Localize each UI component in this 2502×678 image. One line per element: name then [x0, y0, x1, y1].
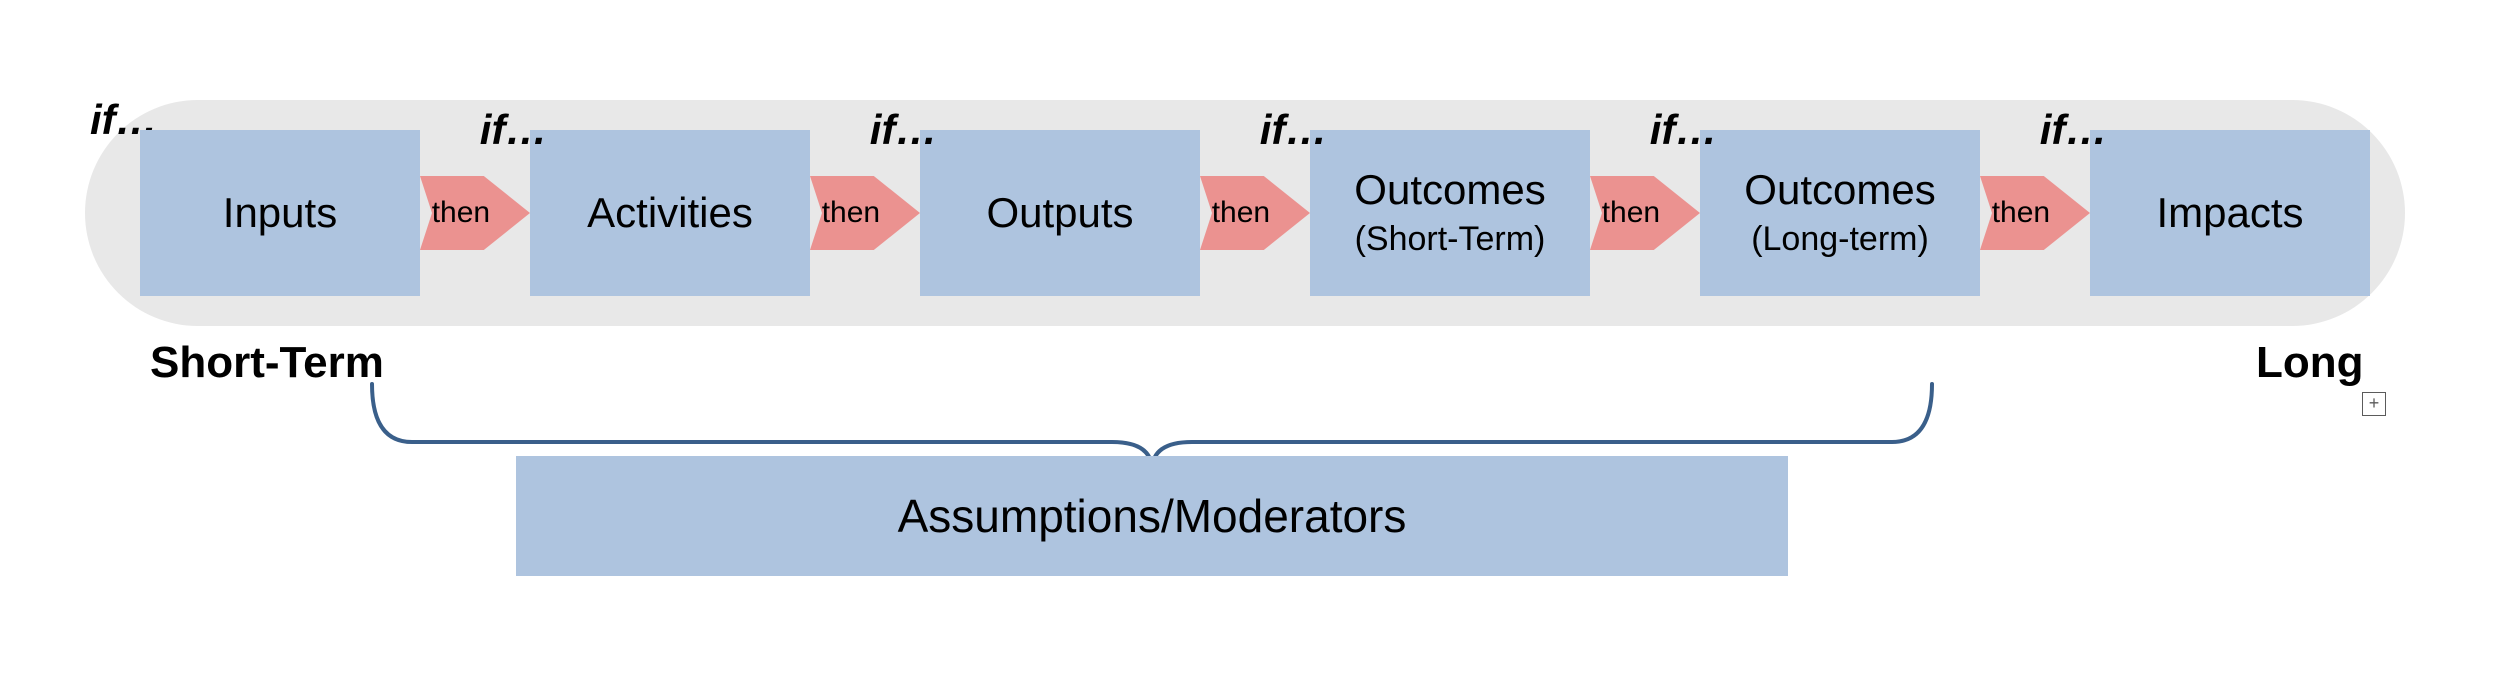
stage-title: Inputs [223, 190, 337, 236]
stage-box-activities: Activities [530, 130, 810, 296]
then-arrow-5: then [1980, 176, 2090, 250]
stage-subtitle: (Short-Term) [1355, 220, 1546, 259]
if-label-3: if… [1260, 106, 1328, 154]
then-arrow-1: then [420, 176, 530, 250]
stage-title: Activities [587, 190, 753, 236]
stage-box-impacts: Impacts [2090, 130, 2370, 296]
expand-icon: + [2362, 392, 2386, 416]
stage-subtitle: (Long-term) [1751, 220, 1929, 259]
stage-box-outcomes-short: Outcomes (Short-Term) [1310, 130, 1590, 296]
then-label: then [1596, 196, 1666, 230]
if-label-1: if… [480, 106, 548, 154]
stage-title: Outcomes [1744, 167, 1935, 213]
then-label: then [816, 196, 886, 230]
stage-title: Impacts [2156, 190, 2303, 236]
if-label-5: if… [2040, 106, 2108, 154]
then-label: then [1206, 196, 1276, 230]
assumptions-box: Assumptions/Moderators [516, 456, 1788, 576]
then-arrow-4: then [1590, 176, 1700, 250]
if-label-4: if… [1650, 106, 1718, 154]
term-label-short: Short-Term [150, 338, 384, 388]
stage-box-outputs: Outputs [920, 130, 1200, 296]
curly-brace-icon [372, 378, 1932, 448]
logic-model-diagram: if… Inputs Activities Outputs Outcomes (Short… [0, 0, 2502, 678]
term-label-long: Long [2256, 338, 2364, 388]
stage-title: Outcomes [1354, 167, 1545, 213]
then-arrow-2: then [810, 176, 920, 250]
then-label: then [1986, 196, 2056, 230]
stage-box-inputs: Inputs [140, 130, 420, 296]
then-arrow-3: then [1200, 176, 1310, 250]
stage-title: Outputs [986, 190, 1133, 236]
then-label: then [426, 196, 496, 230]
stage-box-outcomes-long: Outcomes (Long-term) [1700, 130, 1980, 296]
if-label-2: if… [870, 106, 938, 154]
